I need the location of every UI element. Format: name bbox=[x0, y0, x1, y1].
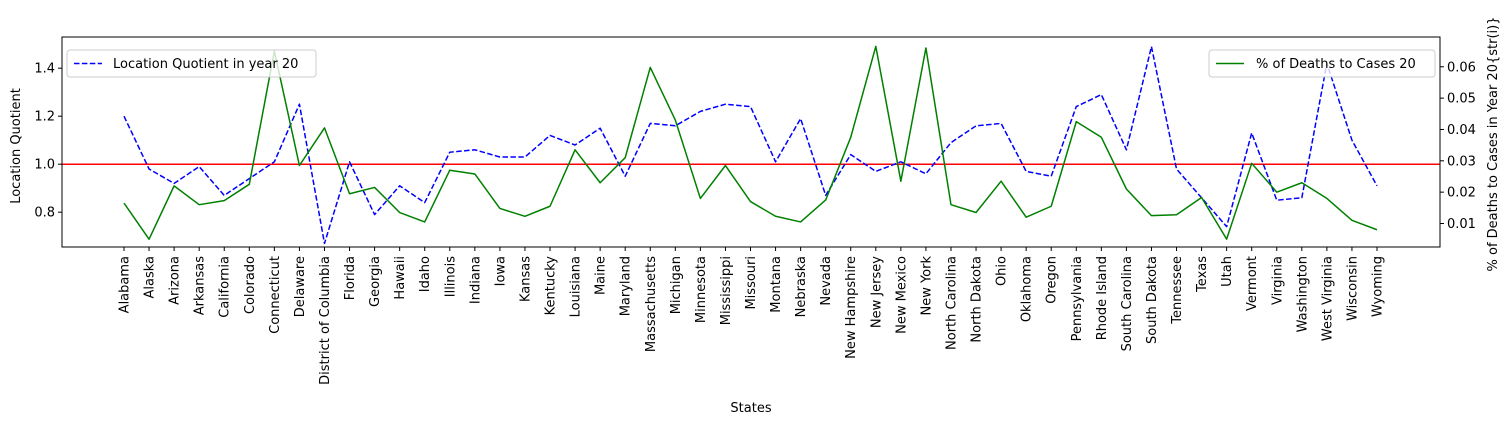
x-tick-label: Alaska bbox=[143, 256, 158, 299]
y-right-tick-label: 0.06 bbox=[1447, 60, 1476, 75]
x-tick-label: Colorado bbox=[243, 256, 258, 314]
series-line-deaths-to-cases bbox=[123, 45, 1378, 240]
x-tick-label: Idaho bbox=[418, 256, 433, 292]
x-tick-label: Louisiana bbox=[569, 256, 584, 317]
x-tick-label: Florida bbox=[343, 256, 358, 300]
x-tick-label: Wyoming bbox=[1371, 256, 1386, 317]
x-tick-label: Vermont bbox=[1245, 256, 1260, 311]
x-tick-label: North Dakota bbox=[970, 256, 985, 343]
x-tick-label: Nevada bbox=[819, 256, 834, 306]
x-tick-label: Connecticut bbox=[268, 256, 283, 334]
x-tick-label: Missouri bbox=[744, 256, 759, 310]
y-left-tick-label: 1.4 bbox=[34, 62, 55, 77]
x-tick-label: West Virginia bbox=[1320, 256, 1335, 341]
legend-left: Location Quotient in year 20 bbox=[66, 49, 317, 78]
x-tick-label: District of Columbia bbox=[318, 256, 333, 385]
x-tick-label: Minnesota bbox=[694, 256, 709, 323]
y-axis-left: 0.8 1.0 1.2 1.4 bbox=[34, 62, 62, 221]
x-tick-label: New Mexico bbox=[894, 256, 909, 334]
x-tick-label: Nebraska bbox=[794, 256, 809, 317]
y-axis-left-title: Location Quotient bbox=[9, 88, 24, 204]
x-tick-label: New Jersey bbox=[869, 256, 884, 328]
x-tick-label: Ohio bbox=[995, 256, 1010, 286]
y-right-tick-label: 0.03 bbox=[1447, 154, 1476, 169]
x-tick-label: Delaware bbox=[293, 256, 308, 317]
x-tick-label: Maine bbox=[594, 256, 609, 295]
x-tick-label: South Dakota bbox=[1145, 256, 1160, 344]
x-tick-label: Kentucky bbox=[544, 256, 559, 316]
x-tick-label: Pennsylvania bbox=[1070, 256, 1085, 341]
x-tick-label: Utah bbox=[1220, 256, 1235, 287]
x-axis-title: States bbox=[730, 401, 771, 416]
legend-right-box bbox=[1208, 49, 1436, 78]
x-tick-label: Arkansas bbox=[193, 256, 208, 315]
x-tick-label: Oklahoma bbox=[1020, 256, 1035, 322]
x-tick-label: Georgia bbox=[368, 256, 383, 307]
x-tick-label: Wisconsin bbox=[1345, 256, 1360, 321]
y-right-tick-label: 0.01 bbox=[1447, 217, 1476, 232]
x-tick-label: New York bbox=[919, 256, 934, 316]
x-tick-label: Indiana bbox=[468, 256, 483, 304]
x-tick-label: Maryland bbox=[619, 256, 634, 316]
x-tick-label: South Carolina bbox=[1120, 256, 1135, 351]
x-tick-label: Tennessee bbox=[1170, 256, 1185, 325]
y-right-tick-label: 0.05 bbox=[1447, 92, 1476, 107]
y-left-tick-label: 0.8 bbox=[34, 206, 55, 221]
x-tick-label: Michigan bbox=[669, 256, 684, 314]
x-tick-label: Montana bbox=[769, 256, 784, 313]
legend-left-box bbox=[66, 49, 317, 78]
legend-left-label: Location Quotient in year 20 bbox=[113, 57, 298, 72]
legend-right: % of Deaths to Cases 20 bbox=[1208, 49, 1436, 78]
x-tick-label: Virginia bbox=[1270, 256, 1285, 305]
x-tick-label: Illinois bbox=[443, 256, 458, 297]
y-left-tick-label: 1.2 bbox=[34, 110, 55, 125]
x-tick-label: Kansas bbox=[518, 256, 533, 302]
y-right-tick-label: 0.04 bbox=[1447, 123, 1476, 138]
x-tick-label: Washington bbox=[1295, 256, 1310, 332]
legend-right-label: % of Deaths to Cases 20 bbox=[1256, 57, 1416, 72]
x-tick-label: Hawaii bbox=[393, 256, 408, 300]
x-tick-label: Texas bbox=[1195, 256, 1210, 293]
x-tick-label: Massachusetts bbox=[644, 256, 659, 352]
y-axis-right: 0.01 0.02 0.03 0.04 0.05 0.06 bbox=[1440, 60, 1476, 232]
x-tick-label: Mississippi bbox=[719, 256, 734, 325]
x-tick-label: Iowa bbox=[493, 256, 508, 286]
x-axis: Alabama Alaska Arizona Arkansas California Co… bbox=[118, 247, 1386, 385]
x-tick-label: New Hampshire bbox=[844, 256, 859, 359]
x-tick-label: Rhode Island bbox=[1095, 256, 1110, 340]
y-axis-right-title: % of Deaths to Cases in Year 20{str(i)} bbox=[1486, 17, 1501, 272]
series-line-location-quotient bbox=[123, 45, 1378, 245]
x-tick-label: California bbox=[218, 256, 233, 318]
x-tick-label: Oregon bbox=[1045, 256, 1060, 304]
y-left-tick-label: 1.0 bbox=[34, 158, 55, 173]
x-tick-label: Alabama bbox=[118, 256, 133, 313]
y-right-tick-label: 0.02 bbox=[1447, 186, 1476, 201]
x-tick-label: North Carolina bbox=[944, 256, 959, 350]
x-tick-label: Arizona bbox=[168, 256, 183, 305]
